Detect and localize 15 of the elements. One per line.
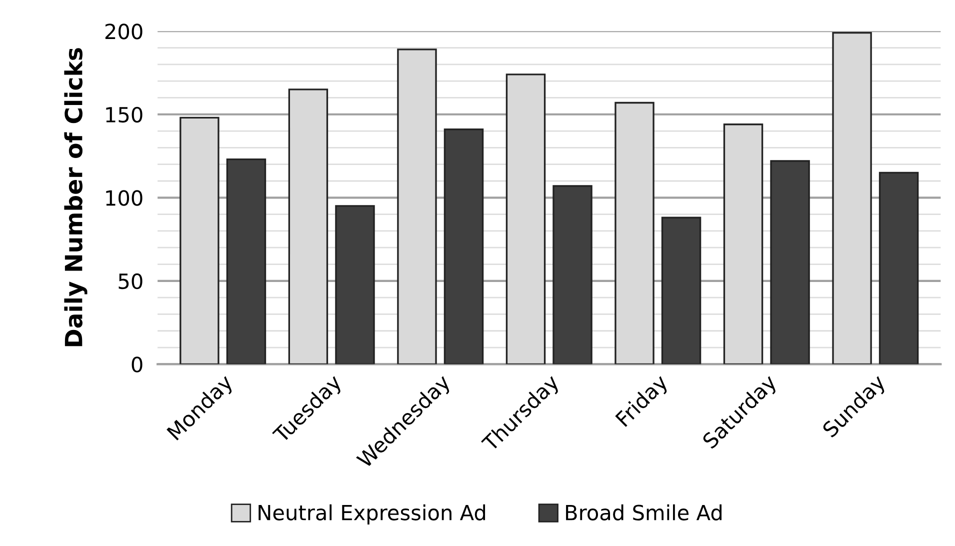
legend-label: Neutral Expression Ad	[258, 504, 486, 525]
bar	[552, 185, 592, 364]
y-tick-label: 50	[118, 273, 142, 290]
bar	[335, 205, 375, 364]
y-tick-label: 150	[106, 106, 142, 123]
bar	[661, 216, 702, 364]
bar	[878, 172, 919, 364]
bar	[770, 160, 810, 364]
y-tick-label: 0	[132, 356, 142, 372]
y-axis-title: Daily Number of Clicks	[64, 48, 88, 346]
bar	[226, 158, 266, 364]
y-tick-label: 200	[105, 24, 142, 40]
bar	[444, 128, 484, 364]
legend-label: Broad Smile Ad	[566, 504, 722, 520]
y-tick-label: 100	[106, 190, 142, 206]
